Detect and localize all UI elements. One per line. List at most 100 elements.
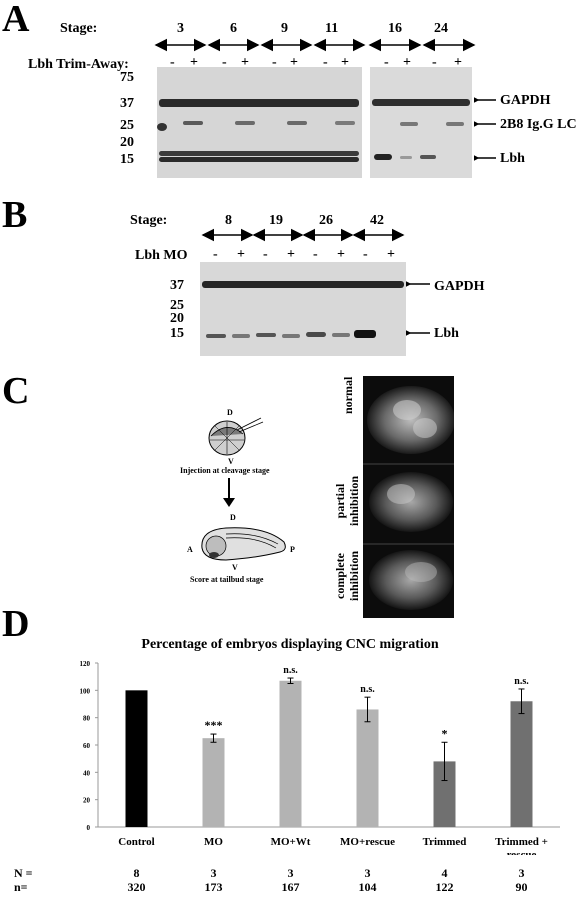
panel-b-lane-sign: - [263, 247, 268, 262]
y-tick-label: 100 [80, 687, 91, 695]
bar [125, 690, 148, 827]
cleavage-embryo-illustration [208, 417, 264, 456]
panel-b-lane-sign: - [313, 247, 318, 262]
panel-b-stage-arrows [201, 228, 405, 242]
n-value: 104 [358, 880, 377, 894]
table-n-label: n= [14, 880, 28, 894]
significance-label: n.s. [360, 684, 375, 695]
bar [510, 701, 533, 827]
N-value: 8 [133, 866, 140, 880]
n-value: 90 [515, 880, 528, 894]
category-label: Trimmed [423, 836, 467, 848]
panel-a-lane-sign: + [454, 55, 462, 70]
panel-b-mw-25: 25 [170, 298, 184, 313]
panel-a-mw-37: 37 [120, 96, 134, 111]
panel-a-lane-sign: + [190, 55, 198, 70]
y-tick-label: 80 [83, 715, 91, 723]
panel-a-lane-sign: - [272, 55, 277, 70]
panel-a-stage-24: 24 [434, 21, 448, 36]
panel-b-lane-sign: + [287, 247, 295, 262]
panel-c-label-complete: complete inhibition [333, 550, 361, 602]
panel-b-lane-sign: + [387, 247, 395, 262]
panel-a-lane-sign: + [341, 55, 349, 70]
panel-c-down-arrow [223, 478, 235, 507]
tailbud-embryo-illustration [201, 527, 286, 561]
significance-label: *** [205, 718, 223, 732]
N-value: 3 [364, 866, 371, 880]
panel-d-letter: D [2, 603, 30, 645]
panel-b-mw-15: 15 [170, 326, 184, 341]
panel-b-letter: B [2, 194, 28, 236]
panel-b-mw-20: 20 [170, 311, 184, 326]
panel-a-mw-25: 25 [120, 118, 134, 133]
bar [433, 761, 456, 827]
n-value: 122 [435, 880, 454, 894]
panel-a-label-lbh: Lbh [500, 151, 525, 166]
panel-b-lane-sign: + [237, 247, 245, 262]
panel-b-stage-8: 8 [225, 213, 232, 228]
panel-b-label-arrows [406, 278, 430, 339]
panel-b-treatment-label: Lbh MO [135, 248, 188, 263]
panel-a-letter: A [2, 0, 30, 40]
panel-c-score-caption: Score at tailbud stage [190, 575, 264, 584]
category-label: Control [118, 836, 154, 848]
panel-b-lane-sign: - [363, 247, 368, 262]
N-value: 3 [210, 866, 217, 880]
panel-a-stage-16: 16 [388, 21, 402, 36]
category-label: rescue [507, 849, 537, 855]
panel-a-label-gapdh: GAPDH [500, 93, 551, 108]
panel-a-mw-75: 75 [120, 70, 134, 85]
bar [279, 680, 302, 827]
category-label: MO [204, 836, 223, 848]
panel-c-posterior-label: P [290, 545, 295, 554]
panel-a-lane-sign: - [432, 55, 437, 70]
panel-b-label-lbh: Lbh [434, 326, 459, 341]
N-value: 4 [441, 866, 448, 880]
y-tick-label: 40 [83, 769, 91, 777]
category-label: Trimmed + [495, 836, 548, 848]
panel-b-lane-sign: - [213, 247, 218, 262]
category-label: MO+rescue [340, 836, 395, 848]
panel-a-blot-left [157, 67, 362, 178]
y-tick-label: 0 [87, 824, 91, 832]
panel-a-label-igg: 2B8 Ig.G LC [500, 117, 577, 132]
significance-label: * [442, 726, 448, 740]
panel-c-injection-caption: Injection at cleavage stage [180, 466, 270, 475]
significance-label: n.s. [283, 665, 298, 676]
panel-c-anterior-label: A [187, 545, 193, 554]
panel-a-mw-15: 15 [120, 152, 134, 167]
cnc-migration-bar-chart: 0 20 40 60 80 100 120 Control *** MO n.s. MO+Wt n.s.… [80, 660, 560, 855]
panel-c-label-partial: partial inhibition [333, 475, 361, 527]
panel-a-lane-sign: + [241, 55, 249, 70]
panel-c-letter: C [2, 370, 30, 412]
panel-b-stage-26: 26 [319, 213, 333, 228]
chart-title: Percentage of embryos displaying CNC mig… [141, 637, 439, 652]
n-value: 320 [127, 880, 146, 894]
panel-a-blot-right [370, 67, 472, 178]
panel-a-label-arrows [474, 94, 496, 164]
bar [202, 738, 225, 827]
panel-c-tailbud-dorsal-label: D [230, 513, 236, 522]
panel-c-label-normal: normal [341, 376, 355, 414]
panel-b-mw-37: 37 [170, 278, 184, 293]
panel-a-lane-sign: + [403, 55, 411, 70]
panel-c-tailbud-ventral-label: V [232, 563, 238, 572]
panel-a-lane-sign: - [170, 55, 175, 70]
n-value: 173 [204, 880, 223, 894]
panel-c-dorsal-label: D [227, 408, 233, 417]
panel-a-mw-20: 20 [120, 135, 134, 150]
panel-b-stage-19: 19 [269, 213, 283, 228]
bar [356, 709, 379, 827]
panel-a-stage-9: 9 [281, 21, 288, 36]
panel-a-stage-6: 6 [230, 21, 237, 36]
n-value: 167 [281, 880, 300, 894]
panel-a-lane-sign: + [290, 55, 298, 70]
panel-b-stage-42: 42 [370, 213, 384, 228]
category-label: MO+Wt [271, 836, 311, 848]
y-tick-label: 60 [83, 742, 91, 750]
panel-c-micrographs [363, 376, 454, 618]
panel-a-stage-arrows [154, 38, 476, 52]
panel-a-stage-label: Stage: [60, 21, 98, 36]
panel-a-lane-sign: - [323, 55, 328, 70]
panel-a-lane-sign: - [384, 55, 389, 70]
